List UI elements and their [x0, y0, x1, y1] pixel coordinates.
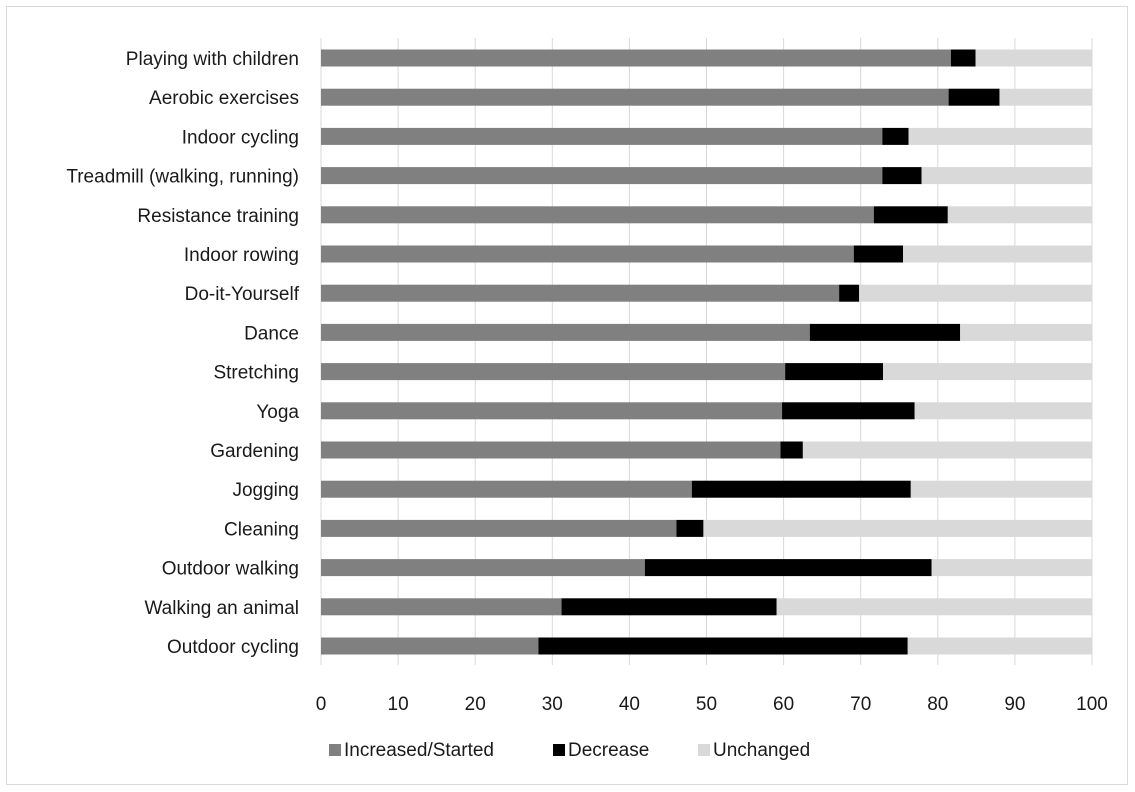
x-tick-label: 80: [927, 694, 948, 715]
category-label: Indoor cycling: [182, 127, 299, 148]
bar-segment-unchanged: [921, 167, 1092, 185]
legend-swatch: [698, 744, 710, 756]
bar-segment-decrease: [950, 49, 976, 67]
bar-segment-unchanged: [931, 559, 1092, 577]
bar-segment-decrease: [691, 480, 911, 498]
bar-segment-decrease: [644, 559, 932, 577]
bar-segment-decrease: [882, 167, 922, 185]
x-tick-label: 0: [316, 694, 327, 715]
bar-segment-increased-started: [321, 49, 951, 67]
bar-segment-unchanged: [914, 402, 1092, 420]
bar-segment-increased-started: [321, 598, 562, 616]
x-tick-label: 90: [1004, 694, 1025, 715]
x-tick-label: 60: [773, 694, 794, 715]
bar-segment-decrease: [785, 363, 884, 381]
legend-swatch: [329, 744, 341, 756]
category-label: Outdoor walking: [162, 559, 299, 580]
x-tick-label: 70: [850, 694, 871, 715]
bar-segment-unchanged: [908, 127, 1092, 145]
category-label: Cleaning: [224, 519, 299, 540]
bar-segment-decrease: [780, 441, 803, 459]
category-label: Treadmill (walking, running): [66, 167, 299, 188]
bar-segment-increased-started: [321, 519, 677, 537]
bar-segment-unchanged: [703, 519, 1092, 537]
bar-segment-increased-started: [321, 127, 883, 145]
bar-segment-decrease: [561, 598, 777, 616]
legend-label: Increased/Started: [344, 740, 494, 761]
bar-segment-unchanged: [975, 49, 1092, 67]
bar-segment-unchanged: [960, 323, 1092, 341]
bar-segment-increased-started: [321, 441, 781, 459]
category-label: Walking an animal: [144, 598, 299, 619]
bar-segment-decrease: [882, 127, 909, 145]
category-labels: Playing with children Aerobic exercises In…: [66, 49, 299, 658]
bar-segment-increased-started: [321, 206, 874, 224]
bar-segment-decrease: [948, 88, 1000, 106]
x-tick-label: 30: [542, 694, 563, 715]
x-axis-tick-labels: 0 10 20 30 40 50 60 70 80 90 100: [316, 694, 1108, 715]
category-label: Jogging: [232, 480, 299, 501]
bar-segment-increased-started: [321, 323, 810, 341]
bar-segment-decrease: [873, 206, 948, 224]
bar-segment-unchanged: [947, 206, 1092, 224]
x-tick-label: 10: [388, 694, 409, 715]
bar-segment-increased-started: [321, 245, 854, 263]
bar-segment-decrease: [676, 519, 704, 537]
category-label: Stretching: [213, 363, 299, 384]
x-tick-label: 50: [696, 694, 717, 715]
bars: [321, 49, 1092, 655]
bar-segment-decrease: [839, 284, 860, 302]
category-label: Dance: [244, 323, 299, 344]
bar-segment-unchanged: [776, 598, 1092, 616]
bar-segment-increased-started: [321, 284, 840, 302]
bar-segment-decrease: [809, 323, 961, 341]
category-label: Indoor rowing: [184, 245, 299, 266]
bar-segment-increased-started: [321, 637, 539, 655]
bar-segment-unchanged: [802, 441, 1092, 459]
category-label: Resistance training: [137, 206, 299, 227]
bar-segment-increased-started: [321, 167, 883, 185]
bar-segment-unchanged: [999, 88, 1092, 106]
bar-segment-increased-started: [321, 88, 949, 106]
bar-segment-decrease: [853, 245, 904, 263]
category-label: Aerobic exercises: [149, 88, 299, 109]
category-label: Do-it-Yourself: [185, 284, 300, 305]
bar-segment-unchanged: [910, 480, 1092, 498]
x-tick-label: 40: [619, 694, 640, 715]
category-label: Playing with children: [126, 49, 299, 70]
legend-label: Decrease: [568, 740, 649, 761]
legend-label: Unchanged: [713, 740, 810, 761]
bar-segment-decrease: [538, 637, 908, 655]
bar-segment-unchanged: [883, 363, 1092, 381]
bar-segment-unchanged: [907, 637, 1092, 655]
x-tick-label: 20: [465, 694, 486, 715]
bar-segment-unchanged: [859, 284, 1092, 302]
bar-segment-increased-started: [321, 480, 692, 498]
category-label: Outdoor cycling: [167, 637, 299, 658]
bar-segment-unchanged: [903, 245, 1092, 263]
category-label: Gardening: [210, 441, 299, 462]
bar-segment-increased-started: [321, 559, 645, 577]
bar-segment-increased-started: [321, 402, 783, 420]
bar-segment-decrease: [782, 402, 915, 420]
legend: Increased/Started Decrease Unchanged: [329, 740, 810, 761]
bar-segment-increased-started: [321, 363, 786, 381]
category-label: Yoga: [256, 402, 299, 423]
legend-swatch: [553, 744, 565, 756]
x-tick-label: 100: [1076, 694, 1108, 715]
